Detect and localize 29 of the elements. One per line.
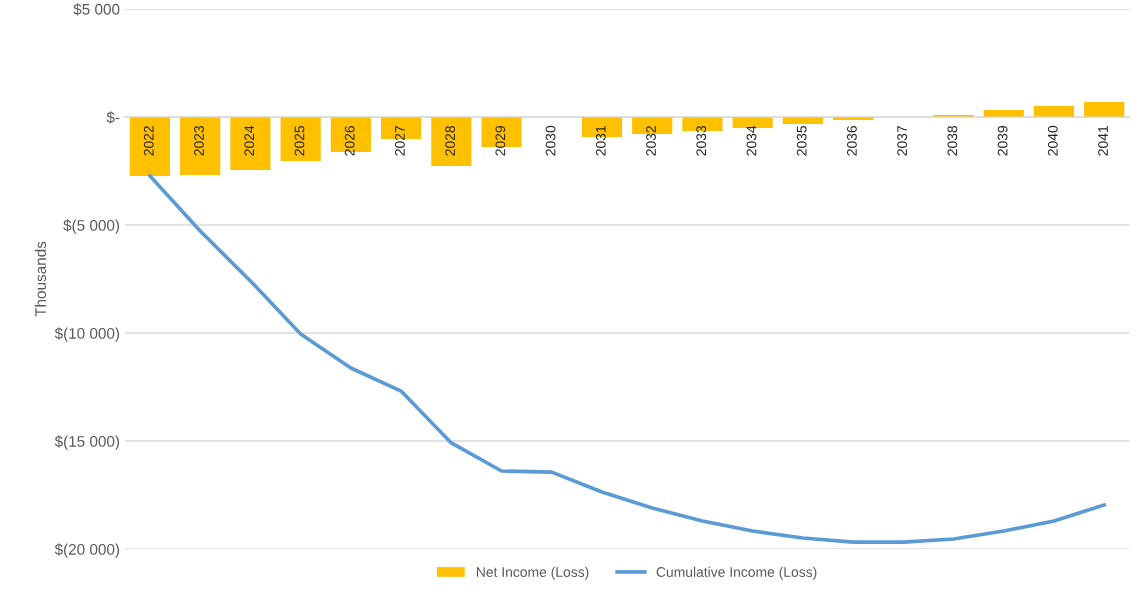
legend-label: Cumulative Income (Loss) — [656, 566, 817, 580]
x-tick-label: 2033 — [696, 125, 707, 156]
y-tick-label: $- — [106, 111, 120, 124]
x-tick-label: 2035 — [796, 125, 807, 156]
x-tick-label: 2031 — [595, 126, 606, 156]
x-tick-label: 2036 — [846, 125, 857, 156]
x-tick-label: 2034 — [746, 125, 757, 156]
y-tick-label: $(20 000) — [54, 543, 120, 558]
y-tick-label: $5 000 — [73, 3, 120, 16]
x-tick-label: 2039 — [997, 125, 1008, 156]
y-tick-label: $(10 000) — [54, 327, 120, 342]
x-tick-label: 2030 — [545, 125, 556, 156]
x-tick-label: 2032 — [646, 126, 656, 156]
x-tick-label: 2027 — [394, 126, 405, 156]
x-tick-label: 2040 — [1047, 125, 1058, 156]
x-tick-label: 2025 — [294, 125, 305, 156]
x-tick-label: 2022 — [143, 126, 154, 156]
x-tick-label: 2029 — [495, 125, 506, 156]
x-tick-label: 2038 — [947, 125, 958, 156]
x-tick-label: 2024 — [244, 125, 255, 156]
y-tick-label: $(5 000) — [63, 219, 120, 234]
x-tick-label: 2028 — [445, 125, 456, 156]
x-tick-label: 2026 — [344, 125, 355, 156]
x-tick-label: 2037 — [897, 126, 908, 156]
y-axis-title: Thousands — [34, 241, 47, 317]
x-tick-label: 2041 — [1098, 126, 1108, 156]
y-tick-label: $(15 000) — [54, 435, 120, 450]
legend-label: Net Income (Loss) — [476, 566, 589, 580]
x-tick-label: 2023 — [194, 125, 204, 156]
